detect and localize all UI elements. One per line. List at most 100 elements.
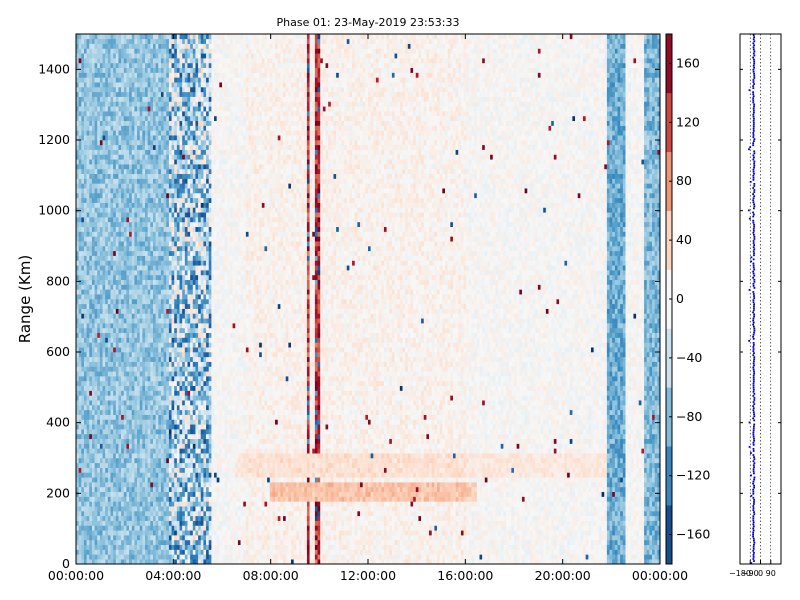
heatmap-cell (147, 347, 151, 353)
heatmap-cell (81, 424, 85, 430)
heatmap-cell (134, 424, 138, 430)
heatmap-cell (192, 337, 196, 343)
heatmap-cell (86, 183, 90, 189)
heatmap-cell (97, 246, 101, 252)
heatmap-cell (123, 183, 127, 189)
heatmap-cell (81, 72, 85, 78)
heatmap-cell (166, 106, 170, 112)
heatmap-cell (134, 385, 138, 391)
heatmap-cell (171, 511, 175, 517)
heatmap-cell (158, 482, 162, 488)
heatmap-cell (107, 96, 111, 102)
heatmap-cell (121, 183, 125, 189)
heatmap-cell (139, 414, 143, 420)
heatmap-cell (89, 207, 93, 213)
heatmap-cell (190, 241, 194, 247)
heatmap-cell (174, 250, 178, 256)
heatmap-cell (137, 462, 140, 468)
heatmap-cell (83, 549, 87, 555)
heatmap-cell (179, 342, 183, 348)
heatmap-cell (150, 246, 154, 252)
heatmap-cell (139, 327, 143, 334)
heatmap-cell (105, 231, 109, 237)
heatmap-cell (137, 327, 140, 334)
heatmap-cell (102, 462, 106, 468)
heatmap-cell (107, 58, 111, 64)
heatmap-cell (129, 549, 133, 555)
heatmap-cell (139, 429, 143, 435)
heatmap-cell (105, 496, 109, 502)
heatmap-cell (110, 221, 114, 228)
heatmap-cell (118, 265, 122, 271)
heatmap-cell (155, 58, 159, 64)
heatmap-cell (166, 202, 170, 208)
heatmap-cell (163, 419, 167, 425)
heatmap-cell (176, 424, 180, 430)
heatmap-cell (176, 246, 180, 252)
heatmap-cell (187, 467, 191, 473)
heatmap-cell (94, 87, 98, 93)
heatmap-cell (139, 299, 143, 305)
heatmap-cell (76, 419, 79, 425)
heatmap-cell (160, 366, 164, 372)
heatmap-cell (134, 87, 138, 93)
heatmap-cell (134, 299, 138, 305)
heatmap-cell (131, 530, 135, 536)
heatmap-cell (158, 274, 162, 281)
heatmap-cell (131, 458, 135, 464)
heatmap-cell (179, 183, 183, 189)
heatmap-cell (192, 270, 196, 276)
heatmap-cell (91, 515, 95, 521)
heatmap-cell (76, 168, 79, 175)
heatmap-cell (131, 482, 135, 488)
heatmap-cell (113, 279, 117, 285)
heatmap-cell (168, 72, 172, 78)
heatmap-cell (174, 525, 178, 531)
heatmap-cell (152, 91, 156, 97)
heatmap-cell (107, 491, 111, 497)
heatmap-cell (142, 332, 146, 338)
heatmap-cell (168, 188, 172, 194)
heatmap-cell (121, 520, 125, 526)
heatmap-cell (94, 246, 98, 252)
heatmap-cell (107, 111, 111, 117)
heatmap-cell (147, 515, 151, 521)
heatmap-cell (118, 323, 122, 329)
heatmap-cell (115, 154, 119, 160)
heatmap-cell (97, 313, 101, 319)
heatmap-cell (110, 342, 114, 348)
heatmap-cell (190, 130, 194, 136)
heatmap-cell (168, 193, 172, 199)
heatmap-cell (166, 554, 170, 560)
heatmap-cell (171, 284, 175, 290)
heatmap-cell (83, 274, 87, 281)
heatmap-cell (89, 130, 93, 136)
heatmap-cell (150, 467, 154, 473)
heatmap-cell (184, 135, 188, 141)
heatmap-cell (97, 477, 101, 483)
heatmap-cell (168, 154, 172, 160)
heatmap-cell (118, 458, 122, 464)
heatmap-cell (158, 48, 162, 54)
heatmap-cell (182, 458, 186, 464)
heatmap-cell (147, 482, 151, 488)
heatmap-cell (121, 270, 125, 276)
heatmap-cell (118, 395, 122, 401)
heatmap-cell (145, 458, 148, 464)
heatmap-cell (78, 361, 82, 367)
heatmap-cell (83, 429, 87, 435)
heatmap-cell (166, 212, 170, 218)
heatmap-cell (94, 424, 98, 430)
heatmap-cell (102, 250, 106, 256)
heatmap-cell (110, 43, 114, 49)
heatmap-cell (99, 87, 103, 93)
heatmap-cell (139, 87, 143, 93)
heatmap-cell (94, 438, 98, 444)
heatmap-cell (86, 525, 90, 531)
heatmap-cell (182, 496, 186, 502)
heatmap-cell (123, 491, 127, 497)
heatmap-cell (187, 202, 191, 208)
heatmap-cell (155, 48, 159, 54)
heatmap-cell (118, 453, 122, 459)
heatmap-cell (152, 207, 156, 213)
